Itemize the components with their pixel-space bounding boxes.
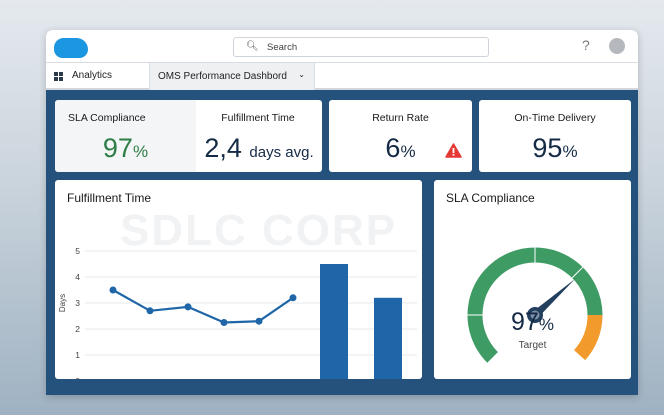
kpi-title: On-Time Delivery xyxy=(514,112,596,124)
kpi-value: 97% xyxy=(102,133,149,163)
sla-gauge xyxy=(467,247,603,363)
kpi-group-card: SLA Compliance 97% Fulfillment Time 2,4 … xyxy=(55,100,322,172)
kpi-return-rate[interactable]: Return Rate 6% xyxy=(329,100,472,172)
kpi-value: 95% xyxy=(532,133,578,163)
data-point xyxy=(220,319,228,326)
avatar[interactable] xyxy=(609,38,625,54)
y-tick-label: 2 xyxy=(75,324,80,334)
tab-dashboard[interactable]: OMS Performance Dashbord ⌄ xyxy=(149,63,315,90)
kpi-value: 6% xyxy=(385,133,416,163)
nav-bar: Analytics OMS Performance Dashbord ⌄ xyxy=(46,63,638,90)
y-tick-label: 0 xyxy=(75,376,80,379)
help-icon[interactable]: ? xyxy=(582,37,590,53)
fulfillment-time-chart-card: Fulfillment Time 012345DaysWeek 1Week 2W… xyxy=(55,180,422,379)
y-tick-label: 5 xyxy=(75,246,80,256)
bar xyxy=(374,297,402,379)
gauge-arc-green xyxy=(467,247,603,363)
chevron-down-icon[interactable]: ⌄ xyxy=(298,70,305,79)
kpi-on-time-delivery[interactable]: On-Time Delivery 95% xyxy=(479,100,631,172)
app-launcher-icon[interactable] xyxy=(54,72,63,81)
data-point xyxy=(289,294,297,302)
y-axis-label: Days xyxy=(58,294,67,312)
kpi-title: SLA Compliance xyxy=(68,112,146,124)
tab-label: OMS Performance Dashbord xyxy=(158,71,287,82)
data-point xyxy=(255,317,263,325)
app-window: 🔍︎ Search ? Analytics OMS Performance Da… xyxy=(46,30,638,395)
kpi-title: Return Rate xyxy=(372,112,429,124)
gauge-arc-orange xyxy=(573,314,603,361)
warning-triangle-icon xyxy=(445,143,462,158)
kpi-sla-compliance[interactable]: SLA Compliance 97% xyxy=(55,100,196,172)
gauge-hub-center xyxy=(530,310,540,320)
gauge-needle xyxy=(532,278,576,318)
fulfillment-chart: 012345DaysWeek 1Week 2Week 3Week 4Week 5… xyxy=(58,246,417,379)
salesforce-logo[interactable] xyxy=(54,38,88,58)
gauge-tick xyxy=(571,266,584,279)
gauge-value: 97% xyxy=(511,308,554,336)
search-icon: 🔍︎ xyxy=(246,41,259,52)
kpi-title: Fulfillment Time xyxy=(221,112,295,124)
app-name: Analytics xyxy=(72,70,113,81)
gauge-title: SLA Compliance xyxy=(446,191,535,205)
y-tick-label: 1 xyxy=(75,350,80,360)
data-point xyxy=(146,307,154,315)
line-series xyxy=(112,289,294,324)
chart-title: Fulfillment Time xyxy=(67,191,152,205)
data-point xyxy=(184,303,192,311)
search-input[interactable]: 🔍︎ Search xyxy=(233,37,489,57)
gauge-label: Target xyxy=(518,340,547,351)
kpi-fulfillment-time[interactable]: Fulfillment Time 2,4 days avg. xyxy=(196,100,322,172)
search-placeholder: Search xyxy=(267,42,298,53)
data-point xyxy=(109,286,117,294)
sla-gauge-card: SLA Compliance 97% Target xyxy=(434,180,631,379)
kpi-value: 2,4 days avg. xyxy=(204,133,314,163)
y-tick-label: 3 xyxy=(75,298,80,308)
y-tick-label: 4 xyxy=(75,272,80,282)
bar xyxy=(320,264,348,379)
global-header: 🔍︎ Search ? xyxy=(46,30,638,63)
